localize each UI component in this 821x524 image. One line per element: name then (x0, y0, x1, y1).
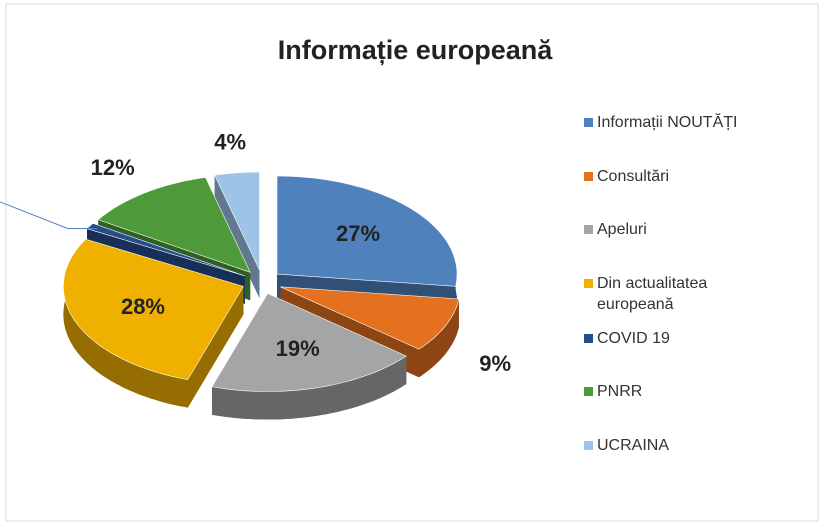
leader-line (0, 201, 98, 229)
slice-top (63, 238, 244, 380)
data-label: 19% (276, 336, 320, 361)
data-label: 28% (121, 294, 165, 319)
slice (211, 293, 407, 420)
slice (276, 175, 458, 315)
legend-label: Consultări (597, 168, 670, 185)
legend-label: Apeluri (597, 221, 647, 238)
data-label: 27% (336, 221, 380, 246)
chart-border (5, 3, 819, 522)
slice-edge (214, 175, 260, 299)
legend-swatch (584, 441, 593, 450)
slice-top (211, 293, 407, 392)
legend-item: Din actualitatea europeană (584, 273, 784, 315)
legend-swatch (584, 225, 593, 234)
legend-label: UCRAINA (597, 437, 670, 454)
slice-edge (187, 286, 244, 408)
legend-item: UCRAINA (584, 435, 784, 456)
legend-item: Informații NOUTĂȚI (584, 112, 784, 133)
legend-swatch (584, 279, 593, 288)
legend-label: COVID 19 (597, 330, 670, 347)
slice-top (280, 286, 460, 350)
legend-item: COVID 19 (584, 328, 784, 349)
legend-swatch (584, 387, 593, 396)
legend-item: Consultări (584, 166, 784, 187)
data-label: 4% (214, 130, 246, 155)
legend-swatch (584, 334, 593, 343)
legend-label: Informații NOUTĂȚI (597, 114, 738, 131)
legend-item: Apeluri (584, 219, 784, 240)
legend-label: PNRR (597, 383, 643, 400)
data-label: 12% (91, 155, 135, 180)
slice-wall (212, 356, 407, 420)
slice-top (214, 171, 260, 271)
data-label: 9% (479, 351, 511, 376)
legend-label: Din actualitatea europeană (597, 275, 708, 313)
slice (63, 238, 244, 408)
slice-wall (63, 239, 188, 408)
legend-item: PNRR (584, 381, 784, 402)
slice-wall (419, 299, 459, 378)
legend-swatch (584, 172, 593, 181)
slice-top (97, 177, 251, 273)
chart-title: Informație europeană (278, 35, 554, 65)
legend-swatch (584, 118, 593, 127)
slice-top (276, 175, 458, 287)
